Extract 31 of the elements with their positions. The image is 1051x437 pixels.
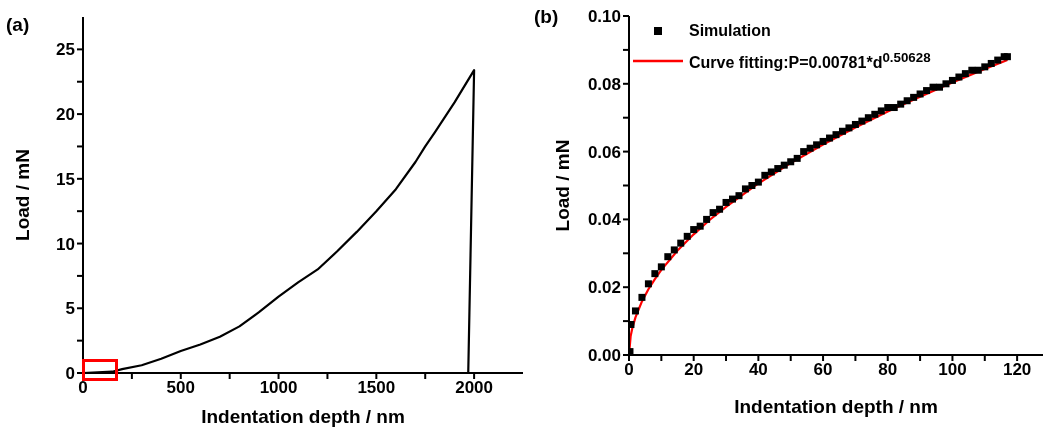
x-tick-label: 500	[166, 378, 195, 398]
x-tick-label: 20	[684, 360, 704, 380]
chart-title: (b)	[534, 6, 559, 28]
x-tick-label: 80	[878, 360, 898, 380]
x-tick-label: 1500	[357, 378, 396, 398]
legend-label: Curve fitting:P=0.00781*d$^{0.50628}$	[689, 50, 931, 73]
y-tick-label: 0.08	[587, 74, 621, 94]
legend-label: Simulation	[689, 22, 771, 40]
y-tick-label: 0.10	[587, 7, 621, 27]
x-tick-label: 60	[813, 360, 833, 380]
x-tick-label: 0	[78, 378, 88, 398]
x-tick-label: 2000	[455, 378, 494, 398]
y-tick-label: 25	[56, 40, 75, 60]
y-tick-label: 15	[56, 169, 75, 189]
x-tick-label: 40	[748, 360, 768, 380]
y-tick-label: 20	[56, 105, 75, 125]
y-tick-label: 0.02	[587, 278, 621, 298]
x-tick-label: 100	[938, 360, 967, 380]
y-tick-label: 5	[65, 299, 75, 319]
y-tick-label: 0.00	[587, 346, 621, 366]
y-tick-label: 10	[56, 234, 75, 254]
y-tick-label: 0.04	[587, 210, 622, 230]
y-axis-title: Load / mN	[11, 149, 33, 241]
x-tick-label: 120	[1002, 360, 1032, 380]
x-axis-title: Indentation depth / nm	[201, 406, 405, 427]
x-tick-label: 0	[624, 360, 634, 380]
y-tick-label: 0.06	[587, 142, 621, 162]
chart-title: (a)	[6, 14, 30, 36]
y-axis-title: Load / mN	[551, 139, 573, 232]
x-tick-label: 1000	[259, 378, 298, 398]
x-axis-title: Indentation depth / nm	[734, 396, 938, 417]
